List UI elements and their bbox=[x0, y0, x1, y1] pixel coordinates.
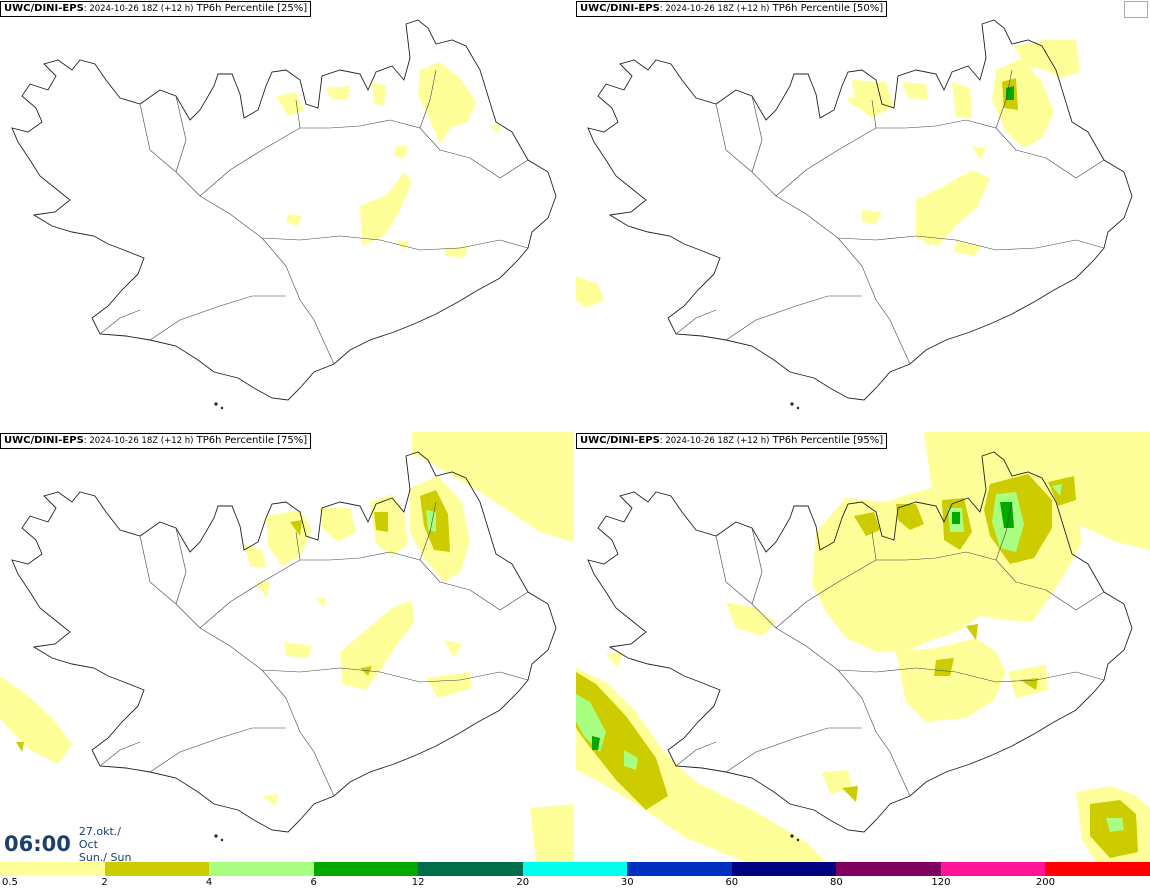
legend-tick-label: 60 bbox=[725, 877, 739, 888]
field-label: TP6h Percentile [50%] bbox=[769, 3, 884, 14]
legend-tick-label: 4 bbox=[205, 877, 213, 888]
valid-date: 27.okt./ Oct Sun./ Sun bbox=[79, 825, 134, 864]
legend-swatch bbox=[940, 862, 1046, 876]
valid-time: 06:00 bbox=[4, 832, 71, 856]
color-legend: 0.5 2 4 6 12 20 30 60 80 120 200 bbox=[0, 862, 1150, 891]
legend-swatch bbox=[522, 862, 628, 876]
legend-tick-label: 200 bbox=[1035, 877, 1055, 888]
legend-swatch bbox=[731, 862, 837, 876]
overlay-box bbox=[1124, 1, 1148, 18]
precip-map-p25 bbox=[11, 19, 557, 410]
panel-title: UWC/DINI-EPS: 2024-10-26 18Z (+12 h) TP6… bbox=[576, 1, 888, 17]
valid-time-box: 06:00 27.okt./ Oct Sun./ Sun bbox=[0, 825, 134, 864]
legend-tick-label: 0.5 bbox=[2, 877, 18, 888]
legend-swatch bbox=[836, 862, 942, 876]
panel-title: UWC/DINI-EPS: 2024-10-26 18Z (+12 h) TP6… bbox=[0, 1, 312, 17]
valid-day-label: Sun./ Sun bbox=[78, 850, 132, 864]
model-name: UWC/DINI-EPS bbox=[580, 3, 660, 14]
precip-map-p50 bbox=[576, 19, 1133, 410]
model-name: UWC/DINI-EPS bbox=[4, 3, 84, 14]
run-info: : 2024-10-26 18Z (+12 h) bbox=[659, 436, 770, 446]
legend-tick-label: 30 bbox=[620, 877, 634, 888]
valid-date-label: 27.okt./ Oct bbox=[78, 824, 121, 851]
legend-swatch bbox=[418, 862, 524, 876]
precip-map-p75 bbox=[0, 432, 574, 862]
model-name: UWC/DINI-EPS bbox=[580, 435, 660, 446]
map-panel-p50: UWC/DINI-EPS: 2024-10-26 18Z (+12 h) TP6… bbox=[576, 0, 1150, 430]
run-info: : 2024-10-26 18Z (+12 h) bbox=[83, 436, 194, 446]
panel-divider-horizontal bbox=[0, 430, 1150, 432]
legend-tick-label: 6 bbox=[310, 877, 317, 888]
legend-tick-label: 20 bbox=[516, 877, 530, 888]
legend-tick-label: 2 bbox=[101, 877, 108, 888]
legend-swatch bbox=[104, 862, 210, 876]
legend-swatch bbox=[209, 862, 315, 876]
legend-swatch bbox=[1045, 862, 1150, 876]
map-panel-p95: UWC/DINI-EPS: 2024-10-26 18Z (+12 h) TP6… bbox=[576, 432, 1150, 862]
legend-swatch bbox=[627, 862, 733, 876]
map-panel-p75: UWC/DINI-EPS: 2024-10-26 18Z (+12 h) TP6… bbox=[0, 432, 574, 862]
run-info: : 2024-10-26 18Z (+12 h) bbox=[659, 4, 770, 14]
panel-title: UWC/DINI-EPS: 2024-10-26 18Z (+12 h) TP6… bbox=[576, 433, 888, 449]
field-label: TP6h Percentile [25%] bbox=[193, 3, 308, 14]
legend-swatch bbox=[313, 862, 419, 876]
legend-swatch bbox=[0, 862, 106, 876]
run-info: : 2024-10-26 18Z (+12 h) bbox=[83, 4, 194, 14]
legend-tick-label: 80 bbox=[829, 877, 843, 888]
legend-tick-label: 12 bbox=[411, 877, 425, 888]
precip-map-p95 bbox=[576, 432, 1150, 862]
field-label: TP6h Percentile [75%] bbox=[193, 435, 308, 446]
legend-tick-label: 120 bbox=[931, 877, 951, 888]
field-label: TP6h Percentile [95%] bbox=[769, 435, 884, 446]
model-name: UWC/DINI-EPS bbox=[4, 435, 84, 446]
map-panel-p25: UWC/DINI-EPS: 2024-10-26 18Z (+12 h) TP6… bbox=[0, 0, 574, 430]
panel-title: UWC/DINI-EPS: 2024-10-26 18Z (+12 h) TP6… bbox=[0, 433, 312, 449]
